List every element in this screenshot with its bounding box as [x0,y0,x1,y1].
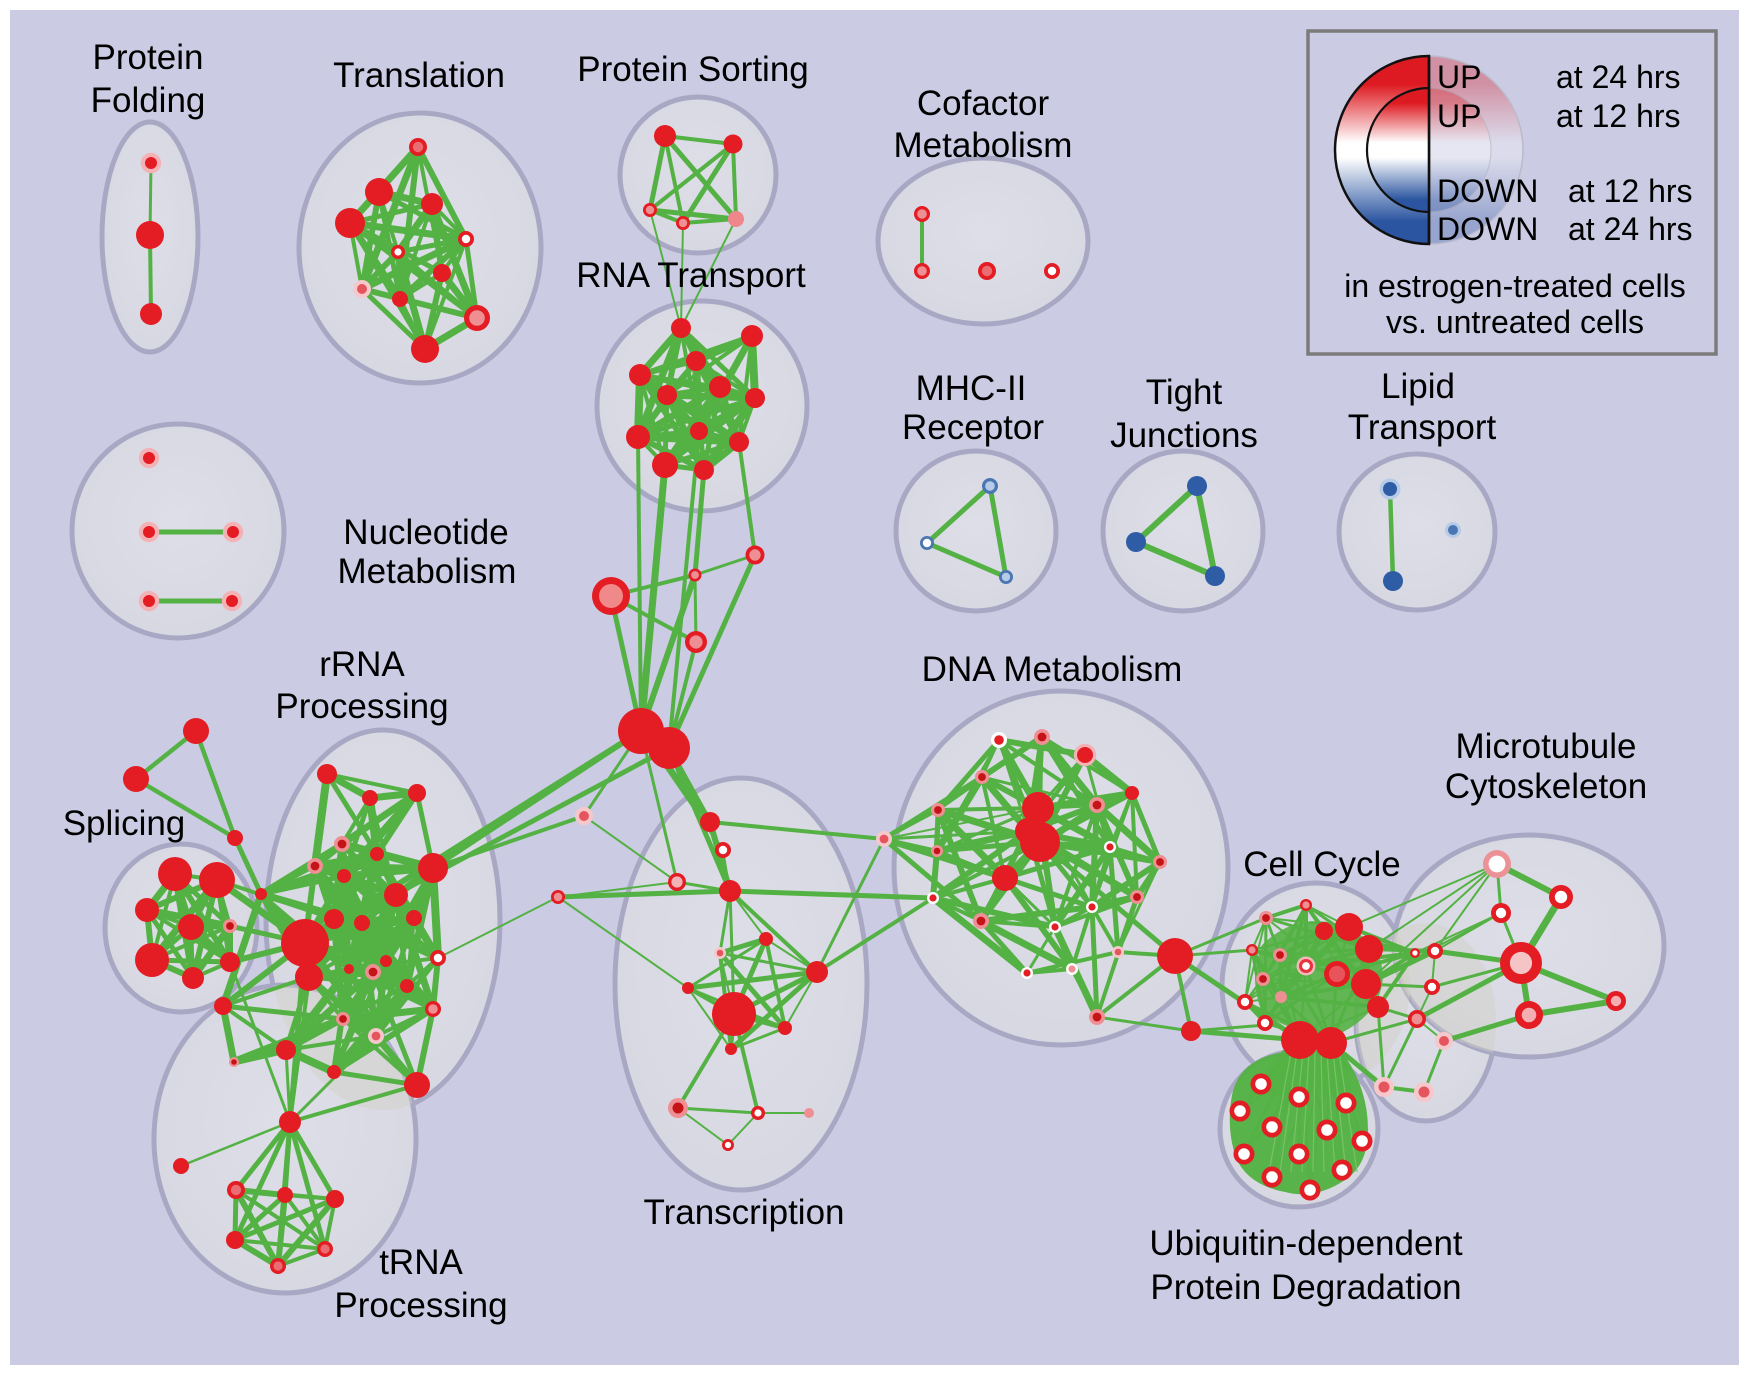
svg-text:DOWN: DOWN [1437,173,1538,209]
svg-text:Lipid: Lipid [1381,367,1455,406]
svg-text:MHC-II: MHC-II [916,369,1027,408]
svg-text:Metabolism: Metabolism [338,552,517,591]
svg-text:UP: UP [1437,98,1481,134]
svg-text:UP: UP [1437,59,1481,95]
svg-text:at 24 hrs: at 24 hrs [1568,211,1693,247]
svg-text:Protein: Protein [93,38,204,77]
svg-text:Protein Degradation: Protein Degradation [1150,1268,1461,1307]
svg-text:Transport: Transport [1348,408,1497,447]
svg-text:at 24 hrs: at 24 hrs [1556,59,1681,95]
svg-text:Cell Cycle: Cell Cycle [1243,845,1401,884]
svg-text:vs. untreated cells: vs. untreated cells [1386,304,1644,340]
svg-text:Tight: Tight [1146,373,1223,412]
svg-text:Cytoskeleton: Cytoskeleton [1445,767,1647,806]
svg-text:Processing: Processing [275,687,448,726]
svg-text:in estrogen-treated cells: in estrogen-treated cells [1344,268,1686,304]
svg-text:Nucleotide: Nucleotide [343,513,508,552]
svg-text:DNA Metabolism: DNA Metabolism [922,650,1183,689]
svg-text:Protein Sorting: Protein Sorting [577,50,809,89]
svg-text:DOWN: DOWN [1437,211,1538,247]
svg-text:Junctions: Junctions [1110,416,1258,455]
svg-text:Metabolism: Metabolism [894,126,1073,165]
svg-text:Splicing: Splicing [63,804,186,843]
svg-text:Cofactor: Cofactor [917,84,1050,123]
svg-text:rRNA: rRNA [319,645,405,684]
svg-text:at 12 hrs: at 12 hrs [1556,98,1681,134]
svg-text:tRNA: tRNA [379,1243,463,1282]
svg-text:Receptor: Receptor [902,408,1044,447]
svg-text:Processing: Processing [334,1286,507,1325]
svg-text:Microtubule: Microtubule [1456,727,1637,766]
svg-text:RNA Transport: RNA Transport [576,256,806,295]
svg-text:Translation: Translation [333,56,505,95]
svg-text:at 12 hrs: at 12 hrs [1568,173,1693,209]
svg-text:Transcription: Transcription [644,1193,845,1232]
svg-text:Folding: Folding [91,81,206,120]
svg-text:Ubiquitin-dependent: Ubiquitin-dependent [1149,1224,1463,1263]
